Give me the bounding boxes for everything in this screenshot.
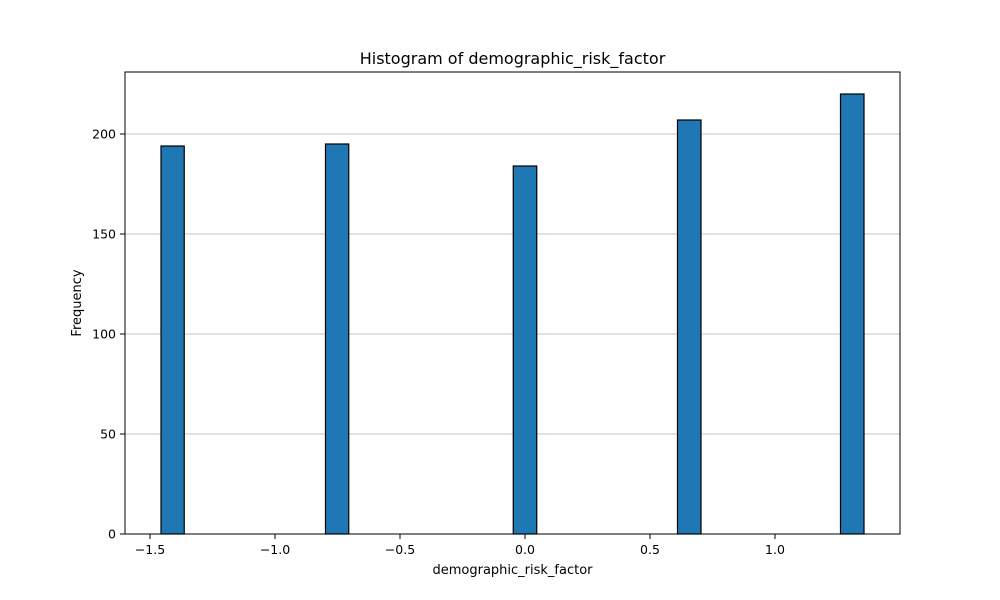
plot-frame [124, 71, 901, 535]
histogram-bar [512, 165, 538, 535]
grid-lines [125, 133, 900, 435]
histogram-bar [676, 119, 702, 535]
y-axis-label: Frequency [70, 269, 85, 336]
x-tick-label: 0.5 [640, 542, 660, 557]
histogram-bar [839, 93, 865, 535]
y-tick-label: 200 [92, 127, 116, 142]
bars [160, 93, 865, 535]
x-tick-label: −1.5 [135, 542, 165, 557]
histogram-bar [160, 145, 185, 535]
chart-title: Histogram of demographic_risk_factor [360, 49, 666, 69]
x-tick-label: −0.5 [385, 542, 415, 557]
y-tick-label: 100 [92, 327, 116, 342]
y-tick-label: 0 [108, 527, 116, 542]
x-axis-ticks: −1.5 −1.0 −0.5 0.0 0.5 1.0 [135, 534, 785, 557]
histogram-bar [324, 143, 350, 535]
y-axis-ticks: 0 50 100 150 200 [92, 127, 125, 542]
x-tick-label: 1.0 [765, 542, 785, 557]
x-axis-label: demographic_risk_factor [432, 563, 593, 578]
y-tick-label: 50 [100, 427, 116, 442]
y-tick-label: 150 [92, 227, 116, 242]
x-tick-label: −1.0 [260, 542, 290, 557]
x-tick-label: 0.0 [515, 542, 535, 557]
